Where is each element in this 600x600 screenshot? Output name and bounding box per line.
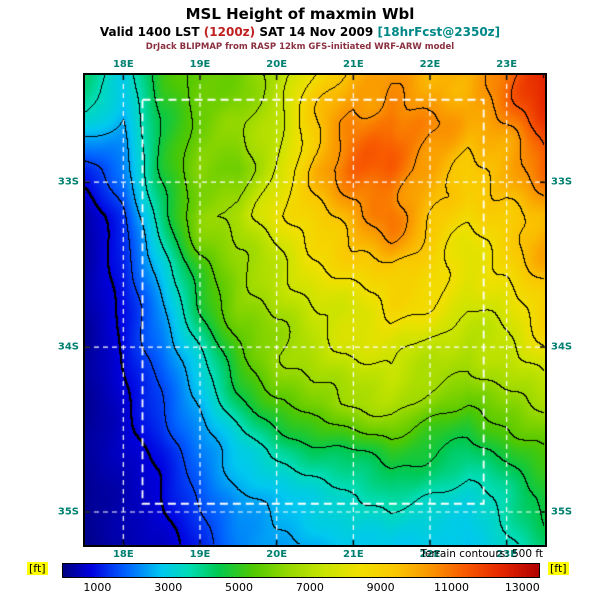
colorbar-unit-label-right: [ft] — [548, 562, 569, 575]
lon-tick-labels-top: 18E 19E 20E 21E 22E 23E — [85, 59, 545, 72]
colorbar-tick-label: 9000 — [366, 581, 395, 594]
colorbar-tick-label: 7000 — [295, 581, 324, 594]
colorbar-unit-label-left: [ft] — [27, 562, 48, 575]
lat-tick-labels-left: 33S 34S 35S — [53, 75, 79, 545]
lat-tick-label: 34S — [551, 341, 573, 353]
lat-tick-labels-right: 33S 34S 35S — [551, 75, 577, 545]
colorbar-tick-label: 1000 — [83, 581, 112, 594]
terrain-contours-note: Terrain contours: 500 ft — [420, 548, 543, 560]
valid-utc-time: (1200z) — [203, 25, 256, 39]
lon-tick-label: 23E — [496, 59, 518, 70]
model-attribution: DrJack BLIPMAP from RASP 12km GFS-initia… — [145, 42, 455, 52]
lon-tick-label: 18E — [112, 59, 134, 70]
valid-prefix: Valid 1400 LST — [99, 25, 204, 39]
colorbar-tick-label: 11000 — [433, 581, 469, 594]
lon-tick-label: 19E — [189, 59, 211, 70]
lon-tick-label: 21E — [342, 59, 364, 70]
colorbar — [62, 563, 540, 578]
lon-tick-labels-bottom: 18E 19E 20E 21E 22E 23E — [85, 549, 545, 562]
lon-tick-label: 23E — [496, 549, 518, 560]
contour-map-canvas — [85, 75, 545, 545]
valid-date: SAT 14 Nov 2009 — [255, 25, 378, 39]
lon-tick-label: 20E — [266, 59, 288, 70]
lat-tick-label: 33S — [551, 176, 573, 188]
colorbar-tick-label: 13000 — [504, 581, 540, 594]
lon-tick-label: 19E — [189, 549, 211, 560]
lon-tick-label: 18E — [112, 549, 134, 560]
valid-time-line: Valid 1400 LST (1200z) SAT 14 Nov 2009 [… — [0, 25, 600, 39]
lon-tick-label: 22E — [419, 549, 441, 560]
plot-title: MSL Height of maxmin Wbl — [185, 5, 415, 23]
colorbar-tick-label: 3000 — [154, 581, 183, 594]
lat-tick-label: 33S — [57, 176, 79, 188]
colorbar-tick-labels: 1000 3000 5000 7000 9000 11000 13000 — [62, 581, 540, 594]
lat-tick-label: 35S — [551, 506, 573, 518]
lon-tick-label: 22E — [419, 59, 441, 70]
lon-tick-label: 20E — [266, 549, 288, 560]
lat-tick-label: 35S — [57, 506, 79, 518]
colorbar-tick-label: 5000 — [225, 581, 254, 594]
lat-tick-label: 34S — [57, 341, 79, 353]
forecast-hour-info: [18hrFcst@2350z] — [377, 25, 501, 39]
lon-tick-label: 21E — [342, 549, 364, 560]
map-frame: 18E 19E 20E 21E 22E 23E 18E 19E 20E 21E 22E 23E 33… — [58, 59, 572, 560]
